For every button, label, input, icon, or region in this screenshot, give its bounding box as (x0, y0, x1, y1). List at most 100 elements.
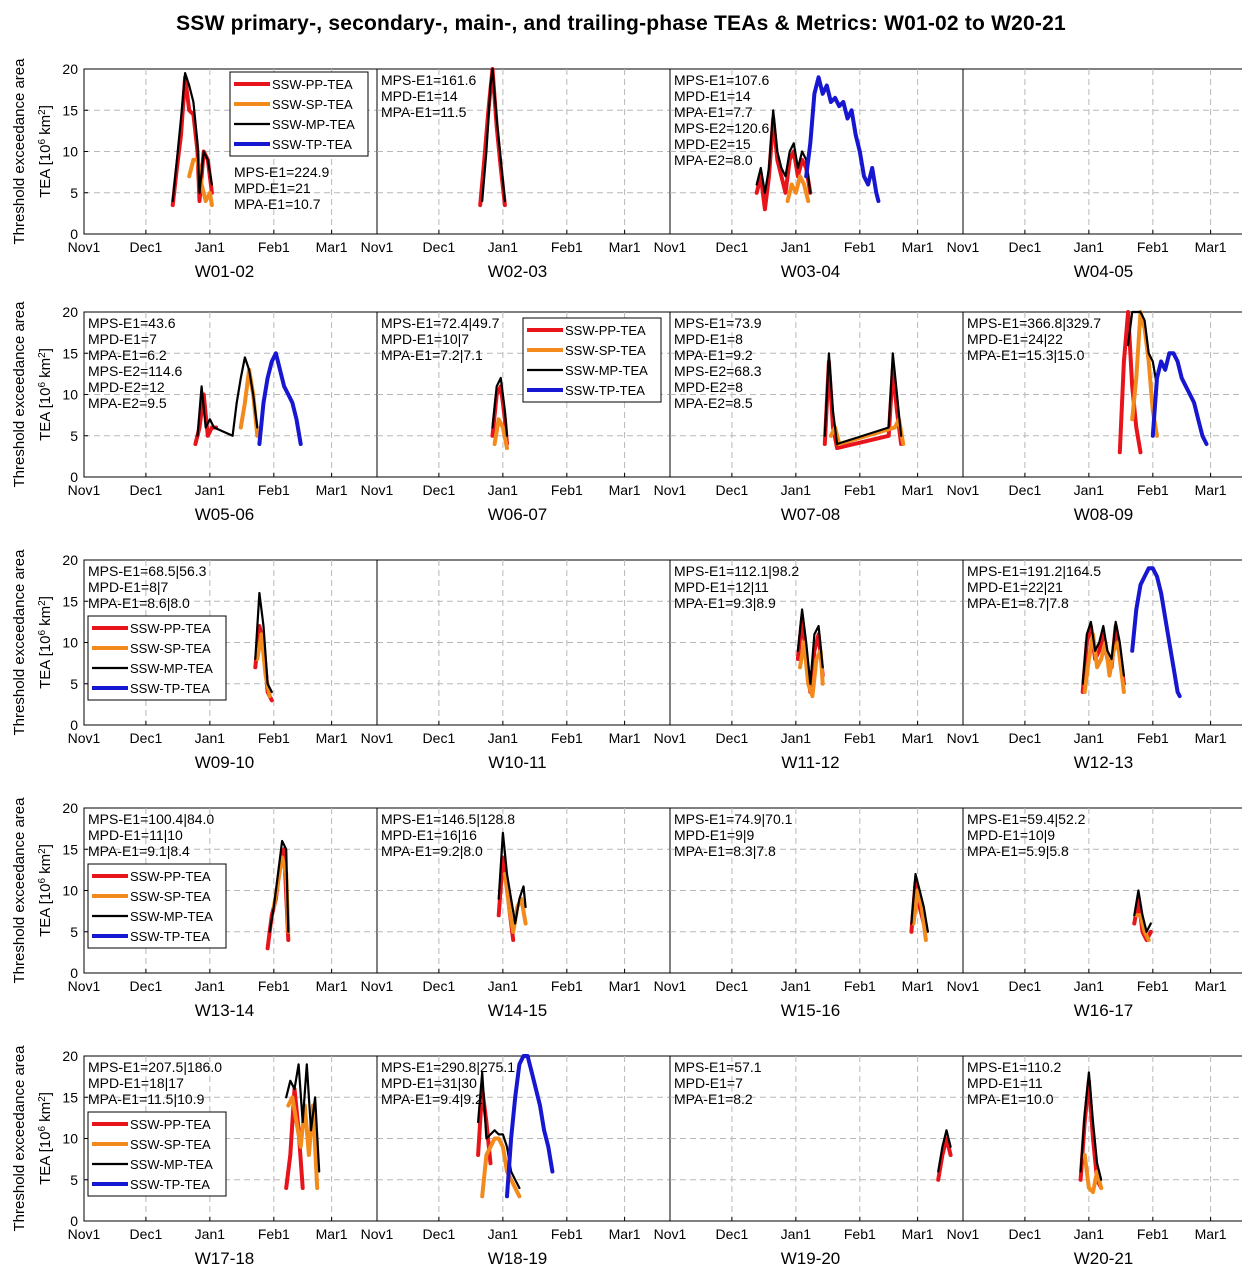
series-line-SSW-MP-TEA (796, 608, 824, 685)
series-line-SSW-MP-TEA (268, 839, 290, 933)
x-tick-label: Dec1 (1009, 978, 1042, 994)
legend-label: SSW-SP-TEA (272, 97, 353, 112)
x-tick-label: Jan1 (488, 730, 519, 746)
metric-text: MPD-E2=8 (674, 379, 743, 395)
x-tick-label: Feb1 (551, 978, 583, 994)
y-tick-label: 0 (70, 717, 78, 733)
panel-title: W17-18 (195, 1249, 255, 1268)
panel-W05-06: Nov1 Dec1 Jan1 Feb1 Mar1 0 5 10 15 20 Threshold ex… (11, 301, 378, 524)
x-tick-label: Feb1 (844, 730, 876, 746)
metric-text: MPD-E1=14 (674, 88, 751, 104)
panel-W14-15: Nov1 Dec1 Jan1 Feb1 Mar1 W14-15 MPS-E1=146.5|1… (361, 807, 671, 1020)
x-tick-label: Nov1 (947, 1226, 980, 1242)
x-tick-label: Feb1 (258, 1226, 290, 1242)
x-tick-label: Dec1 (423, 239, 456, 255)
y-tick-label: 15 (62, 841, 78, 857)
x-tick-label: Jan1 (1074, 239, 1105, 255)
metric-text: MPA-E1=11.5|10.9 (88, 1091, 205, 1107)
y-tick-label: 0 (70, 965, 78, 981)
metric-text: MPS-E1=73.9 (674, 315, 762, 331)
x-tick-label: Feb1 (1137, 1226, 1169, 1242)
y-tick-label: 0 (70, 226, 78, 242)
metric-text: MPD-E2=12 (88, 379, 165, 395)
x-tick-label: Mar1 (1195, 482, 1227, 498)
metric-text: MPA-E1=10.0 (967, 1091, 1054, 1107)
metric-text: MPA-E1=9.3|8.9 (674, 595, 776, 611)
y-tick-label: 10 (62, 387, 78, 403)
x-tick-label: Dec1 (1009, 730, 1042, 746)
metric-text: MPD-E1=22|21 (967, 579, 1063, 595)
panel-W19-20: Nov1 Dec1 Jan1 Feb1 Mar1 W19-20 MPS-E1=57.1MPD… (654, 1055, 964, 1268)
x-tick-label: Mar1 (609, 239, 641, 255)
metric-text: MPD-E1=10|7 (381, 331, 469, 347)
metric-text: MPS-E1=74.9|70.1 (674, 811, 793, 827)
y-tick-label: 5 (70, 676, 78, 692)
metric-text: MPD-E1=11 (967, 1075, 1043, 1091)
x-tick-label: Dec1 (423, 978, 456, 994)
metric-text: MPS-E1=100.4|84.0 (88, 811, 214, 827)
y-tick-label: 20 (62, 800, 78, 816)
series-line-SSW-MP-TEA (1079, 1071, 1103, 1181)
x-tick-label: Mar1 (609, 978, 641, 994)
x-tick-label: Feb1 (258, 482, 290, 498)
y-tick-label: 5 (70, 1172, 78, 1188)
legend-label: SSW-PP-TEA (130, 869, 211, 884)
panel-title: W16-17 (1074, 1001, 1134, 1020)
figure-title: SSW primary-, secondary-, main-, and tra… (176, 12, 1066, 35)
x-tick-label: Mar1 (1195, 978, 1227, 994)
legend: SSW-PP-TEA SSW-SP-TEA SSW-MP-TEA SSW-TP-TEA (87, 615, 227, 701)
x-tick-label: Feb1 (258, 730, 290, 746)
panel-title: W08-09 (1074, 505, 1134, 524)
series-line-SSW-TP-TEA (505, 1054, 555, 1199)
legend-label: SSW-PP-TEA (130, 621, 211, 636)
legend-label: SSW-TP-TEA (130, 929, 210, 944)
series-line-SSW-MP-TEA (285, 1063, 321, 1173)
x-tick-label: Mar1 (1195, 730, 1227, 746)
series-line-SSW-MP-TEA (910, 872, 930, 933)
metric-text: MPA-E1=10.7 (234, 196, 321, 212)
x-tick-label: Jan1 (781, 239, 812, 255)
legend-label: SSW-SP-TEA (130, 889, 211, 904)
panel-W07-08: Nov1 Dec1 Jan1 Feb1 Mar1W07-08MPS-E1=73.9MPD… (654, 311, 964, 524)
series-line-SSW-MP-TEA (823, 352, 903, 446)
x-tick-label: Mar1 (316, 482, 348, 498)
metric-text: MPD-E1=9|9 (674, 827, 754, 843)
x-tick-label: Feb1 (551, 730, 583, 746)
y-tick-label: 0 (70, 469, 78, 485)
y-tick-label: 5 (70, 185, 78, 201)
x-tick-label: Jan1 (488, 1226, 519, 1242)
metric-text: MPS-E1=191.2|164.5 (967, 563, 1101, 579)
legend-label: SSW-MP-TEA (272, 117, 355, 132)
series-line-SSW-SP-TEA (1082, 1153, 1104, 1195)
x-tick-label: Jan1 (488, 978, 519, 994)
y-axis-label-outer: Threshold exceedance area (11, 301, 28, 488)
x-tick-label: Jan1 (488, 239, 519, 255)
x-tick-label: Mar1 (316, 1226, 348, 1242)
legend-label: SSW-TP-TEA (130, 1177, 210, 1192)
y-axis-label-inner: TEA [106 km2] (37, 348, 55, 441)
x-tick-label: Jan1 (1074, 730, 1105, 746)
metric-text: MPA-E1=9.2 (674, 347, 753, 363)
series-line-SSW-TP-TEA (257, 351, 303, 446)
panel-W10-11: Nov1 Dec1 Jan1 Feb1 Mar1 W10-11 (361, 559, 671, 772)
x-tick-label: Nov1 (361, 482, 394, 498)
x-tick-label: Feb1 (844, 978, 876, 994)
metric-text: MPA-E2=8.5 (674, 395, 753, 411)
legend-label: SSW-MP-TEA (130, 1157, 213, 1172)
y-tick-label: 5 (70, 924, 78, 940)
panel-W08-09: Nov1 Dec1 Jan1 Feb1 Mar1 W08-09 MPS-E1=366.8|3… (947, 310, 1242, 524)
x-tick-label: Feb1 (1137, 239, 1169, 255)
x-tick-label: Nov1 (68, 1226, 101, 1242)
y-axis-label-inner: TEA [106 km2] (37, 105, 55, 198)
x-tick-label: Nov1 (947, 978, 980, 994)
panel-title: W15-16 (781, 1001, 841, 1020)
panel-W16-17: Nov1 Dec1 Jan1 Feb1 Mar1 W16-17 MPS-E1=59.4|52… (947, 807, 1242, 1020)
x-tick-label: Jan1 (488, 482, 519, 498)
metric-text: MPS-E1=290.8|275.1 (381, 1059, 515, 1075)
legend: SSW-PP-TEA SSW-SP-TEA SSW-MP-TEA SSW-TP-TEA (87, 863, 227, 949)
metric-text: MPD-E1=12|11 (674, 579, 769, 595)
panel-title: W04-05 (1074, 262, 1134, 281)
y-tick-label: 0 (70, 1213, 78, 1229)
x-tick-label: Feb1 (844, 482, 876, 498)
